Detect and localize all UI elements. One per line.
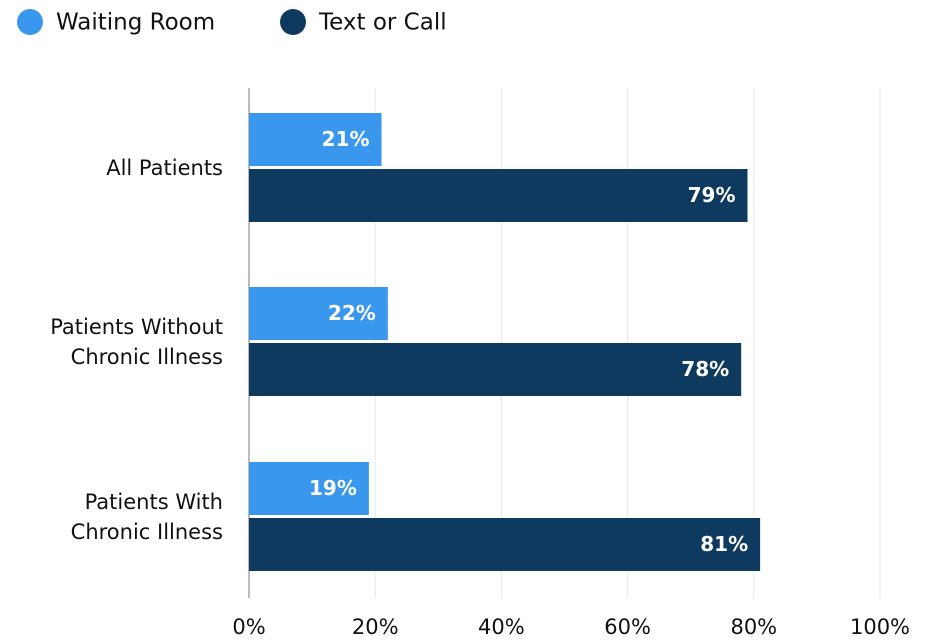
- legend-label: Text or Call: [318, 10, 447, 36]
- legend-swatch: [280, 9, 306, 35]
- x-tick-label: 60%: [604, 615, 651, 639]
- legend-label: Waiting Room: [56, 10, 215, 36]
- bar: [249, 462, 369, 515]
- bar-value-label: 21%: [322, 127, 370, 151]
- bar-value-label: 81%: [700, 532, 748, 556]
- x-tick-label: 80%: [730, 615, 777, 639]
- bar: [249, 169, 748, 222]
- bar: [249, 518, 761, 571]
- category-label: All Patients: [106, 155, 223, 180]
- bar-value-label: 78%: [681, 357, 729, 381]
- bar: [249, 287, 388, 340]
- x-tick-label: 100%: [850, 615, 910, 639]
- legend-swatch: [17, 9, 43, 35]
- x-tick-label: 40%: [478, 615, 525, 639]
- category-label: Patients Without Chronic Illness: [50, 314, 223, 369]
- bar-value-label: 22%: [328, 301, 376, 325]
- x-tick-label: 0%: [232, 615, 265, 639]
- bar: [249, 343, 742, 396]
- bar-value-label: 79%: [688, 183, 736, 207]
- category-label: Patients With Chronic Illness: [70, 489, 223, 544]
- x-tick-label: 20%: [352, 615, 399, 639]
- bar-value-label: 19%: [309, 476, 357, 500]
- bar: [249, 113, 382, 166]
